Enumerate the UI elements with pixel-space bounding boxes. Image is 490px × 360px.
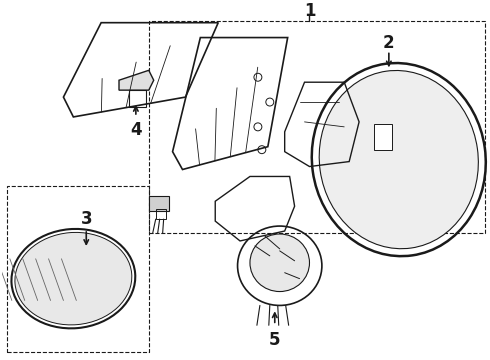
Ellipse shape [250,234,310,292]
Bar [7,186,149,352]
Text: 1: 1 [304,2,315,20]
Ellipse shape [15,233,132,325]
Text: 3: 3 [80,210,92,228]
Bar [149,21,485,233]
Polygon shape [149,196,169,211]
Text: 5: 5 [269,331,280,349]
Text: 2: 2 [383,33,394,51]
Polygon shape [119,70,154,90]
Ellipse shape [319,71,478,249]
Bar [374,124,392,150]
Text: 4: 4 [130,121,142,139]
